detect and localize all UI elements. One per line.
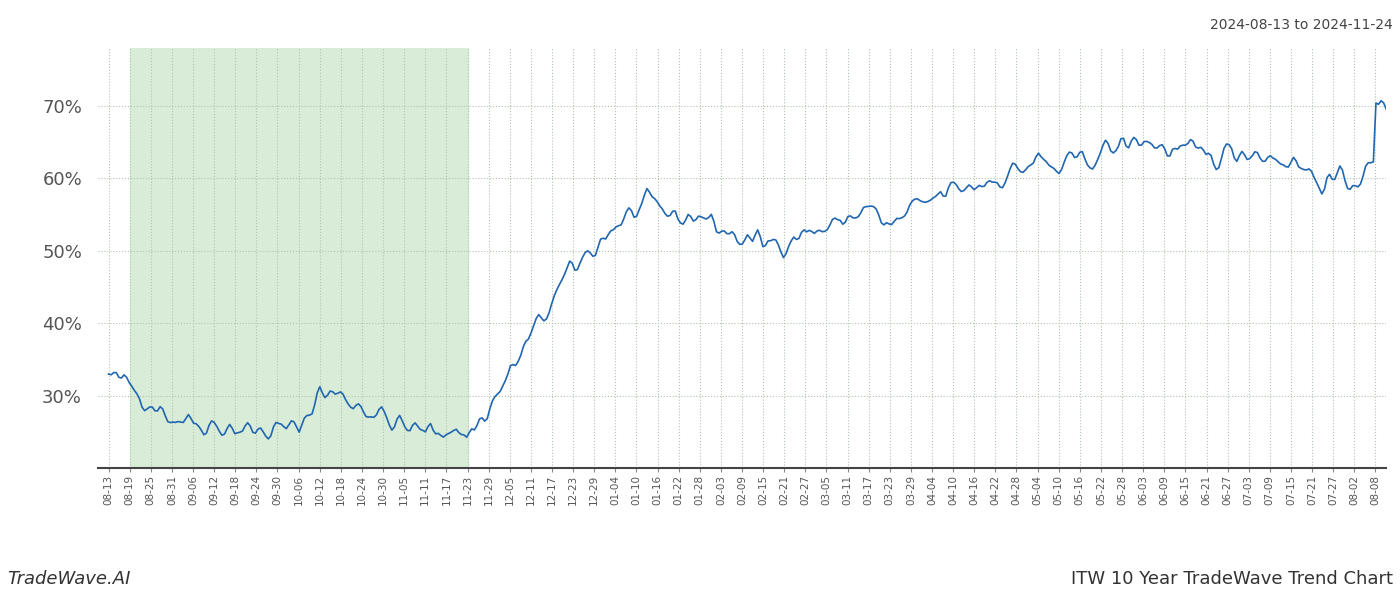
Text: 2024-08-13 to 2024-11-24: 2024-08-13 to 2024-11-24 xyxy=(1210,18,1393,32)
Bar xyxy=(130,48,468,468)
Text: ITW 10 Year TradeWave Trend Chart: ITW 10 Year TradeWave Trend Chart xyxy=(1071,570,1393,588)
Text: TradeWave.AI: TradeWave.AI xyxy=(7,570,130,588)
